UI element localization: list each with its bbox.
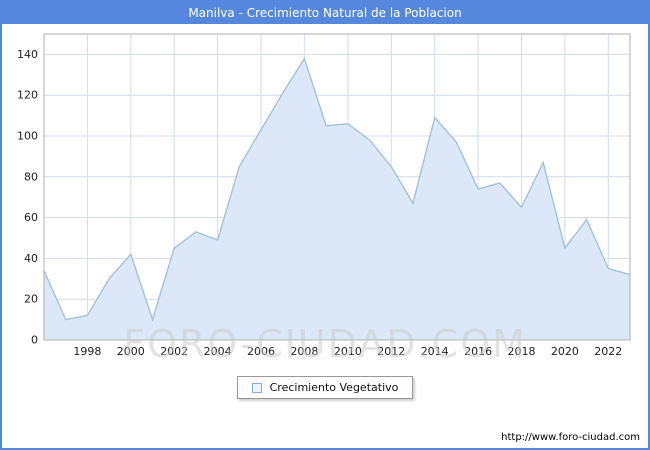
svg-text:2004: 2004 xyxy=(204,345,232,358)
svg-text:2012: 2012 xyxy=(377,345,405,358)
legend-label: Crecimiento Vegetativo xyxy=(269,381,399,394)
footer-url[interactable]: http://www.foro-ciudad.com xyxy=(501,432,640,443)
svg-text:2008: 2008 xyxy=(290,345,318,358)
svg-text:2006: 2006 xyxy=(247,345,275,358)
svg-text:2016: 2016 xyxy=(464,345,492,358)
legend: Crecimiento Vegetativo xyxy=(236,376,414,399)
svg-text:120: 120 xyxy=(17,89,38,102)
svg-text:1998: 1998 xyxy=(73,345,101,358)
svg-text:0: 0 xyxy=(31,334,38,347)
svg-text:80: 80 xyxy=(24,170,38,183)
svg-text:2010: 2010 xyxy=(334,345,362,358)
page-title: Manilva - Crecimiento Natural de la Pobl… xyxy=(2,2,648,24)
legend-marker-icon xyxy=(251,382,262,393)
svg-text:140: 140 xyxy=(17,48,38,61)
svg-text:60: 60 xyxy=(24,211,38,224)
svg-text:100: 100 xyxy=(17,130,38,143)
svg-text:2002: 2002 xyxy=(160,345,188,358)
svg-text:40: 40 xyxy=(24,252,38,265)
svg-text:2018: 2018 xyxy=(508,345,536,358)
svg-text:2022: 2022 xyxy=(594,345,622,358)
svg-text:2000: 2000 xyxy=(117,345,145,358)
svg-text:2014: 2014 xyxy=(421,345,449,358)
line-chart-svg: 0 20 40 60 80 100 120 140 1998 2000 2002 2004 2006 20… xyxy=(17,33,631,358)
svg-text:2020: 2020 xyxy=(551,345,579,358)
svg-text:20: 20 xyxy=(24,293,38,306)
legend-row: Crecimiento Vegetativo xyxy=(2,376,648,399)
